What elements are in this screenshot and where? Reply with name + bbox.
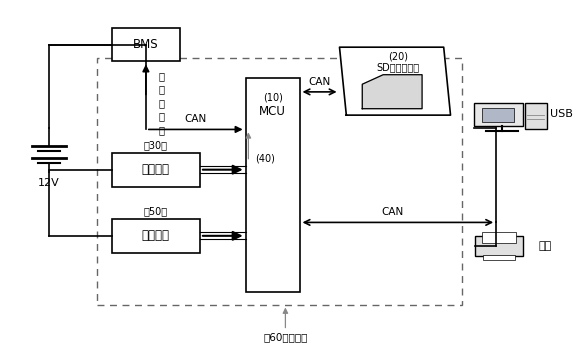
Bar [246,78,299,292]
Text: CAN: CAN [309,77,331,87]
Text: （50）: （50） [144,206,168,216]
Text: 电: 电 [159,71,165,81]
Text: (40): (40) [255,153,275,163]
Text: 时钟模块: 时钟模块 [142,229,170,242]
Text: CAN: CAN [381,208,403,218]
Text: BMS: BMS [133,38,159,51]
Bar [112,28,180,61]
Text: MCU: MCU [259,105,286,118]
Text: (20): (20) [388,51,408,61]
Text: 12V: 12V [38,178,60,188]
Text: （30）: （30） [144,140,168,150]
Text: 息: 息 [159,125,165,135]
Text: 打印: 打印 [539,241,552,251]
Bar [482,232,516,243]
Bar [483,108,514,122]
Text: SD卡存储设备: SD卡存储设备 [376,62,420,72]
Text: 包: 包 [159,98,165,108]
Text: 信: 信 [159,112,165,122]
Text: CAN: CAN [184,114,207,124]
Text: USB: USB [550,109,573,120]
Bar [98,58,462,305]
Bar [525,103,547,130]
Polygon shape [339,47,450,115]
Text: （60）防护罩: （60）防护罩 [263,332,307,342]
Bar [112,153,200,187]
Text: 池: 池 [159,84,165,94]
Bar [483,255,515,260]
Text: (10): (10) [262,92,283,102]
Bar [112,219,200,253]
Bar [475,236,523,256]
Bar [475,103,523,126]
Text: 电源模块: 电源模块 [142,163,170,176]
Polygon shape [362,75,422,109]
